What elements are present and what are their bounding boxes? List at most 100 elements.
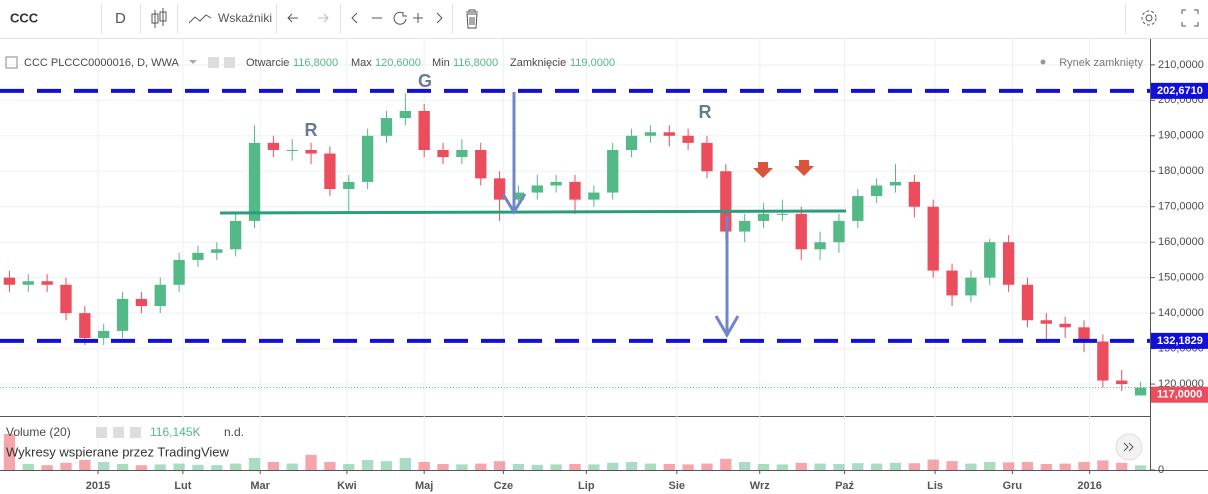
volume-bar [607, 462, 619, 470]
volume-legend: Volume (20) 116,145K n.d. Wykresy wspier… [6, 425, 1143, 461]
volume-bar [1097, 460, 1109, 470]
candle-body [625, 135, 638, 150]
zoom-in-button[interactable] [413, 13, 423, 23]
delete-button[interactable] [466, 9, 478, 29]
candle-body [380, 118, 393, 136]
volume-bar [663, 464, 675, 470]
candle-body [682, 135, 694, 143]
legend-icon[interactable] [208, 57, 219, 68]
scroll-button[interactable] [1115, 433, 1143, 461]
legend-value: 120,6000 [375, 57, 421, 69]
legend-label: Otwarcie [246, 57, 289, 69]
legend-value: 116,8000 [453, 57, 498, 69]
volume-bar [248, 458, 261, 470]
volume-bar [1002, 462, 1015, 470]
volume-bar [41, 465, 53, 470]
candle-body [531, 185, 543, 193]
symbol[interactable]: CCC [10, 10, 39, 25]
candle-body [1134, 387, 1147, 396]
candle-body [192, 252, 204, 260]
volume-bar [475, 463, 487, 470]
indicators-button[interactable]: Wskaźniki [218, 11, 272, 25]
volume-bar [418, 462, 430, 470]
y-tick-label: 180,0000 [1158, 165, 1204, 177]
trend-line [219, 209, 847, 215]
candle-body [833, 220, 845, 243]
candle-body [663, 132, 675, 136]
volume-bar [154, 464, 166, 470]
volume-bar [1021, 462, 1034, 470]
volume-bar [625, 462, 638, 470]
volume-bar [192, 464, 204, 470]
volume-bar [908, 463, 920, 470]
candle-body [343, 181, 355, 190]
legend-icon[interactable] [130, 427, 141, 438]
volume-bar [701, 463, 713, 470]
annotation: R [699, 102, 712, 122]
axes: 120,0000130,0000140,0000150,0000160,0000… [86, 59, 1208, 492]
candle-body [739, 220, 751, 232]
candle-body [286, 149, 298, 151]
candle-body [720, 171, 732, 232]
candle-body [230, 220, 242, 250]
candle-body [456, 149, 468, 158]
legend-icon[interactable] [224, 57, 235, 68]
volume-bar [230, 463, 242, 470]
legend-icon[interactable] [96, 427, 107, 438]
indicators-icon[interactable] [188, 14, 212, 24]
redo-button[interactable] [318, 13, 329, 23]
chart-style-button[interactable] [151, 8, 167, 28]
candle-body [889, 181, 902, 186]
arrow-down [501, 92, 527, 215]
volume-bar [569, 464, 581, 470]
candle-body [324, 153, 336, 190]
legend-label: Max [351, 57, 372, 69]
y-tick-label: 150,0000 [1158, 272, 1204, 284]
dropdown[interactable] [189, 60, 197, 64]
volume-bar [644, 463, 657, 470]
candle-body [1021, 284, 1034, 321]
x-tick-label: Lut [174, 480, 191, 492]
volume-bar [795, 462, 807, 470]
scroll-left-button[interactable] [351, 12, 358, 24]
status-dot [1040, 59, 1046, 65]
fullscreen-button[interactable] [1181, 9, 1199, 27]
credit: Wykresy wspierane przez TradingView [6, 444, 230, 459]
candle-body [588, 192, 600, 200]
volume-bar [870, 463, 883, 470]
volume-bar [550, 464, 562, 470]
volume-bar [965, 463, 977, 470]
interval[interactable]: D [115, 10, 126, 27]
candle-body [1097, 341, 1109, 381]
candle-body [475, 149, 487, 179]
x-tick-label: Maj [415, 480, 433, 492]
volume-bar [927, 459, 939, 470]
candle-body [1078, 327, 1090, 342]
volume-bar [531, 464, 543, 470]
volume-bar [3, 434, 16, 470]
volume-bar [984, 462, 996, 470]
candle-body [1116, 380, 1128, 385]
settings-button[interactable] [1141, 10, 1157, 26]
candle-body [795, 213, 807, 250]
volume-bar [833, 464, 845, 470]
candle-body [512, 192, 525, 200]
reset-button[interactable] [393, 11, 407, 25]
volume-bar [720, 458, 732, 470]
legend-icon[interactable] [113, 427, 124, 438]
candle-body [211, 249, 223, 253]
x-tick-label: Lip [578, 480, 595, 492]
collapse-button[interactable] [5, 56, 18, 69]
toolbar: CCC D Wskaźniki [0, 4, 1208, 39]
red-arrow [753, 162, 773, 178]
volume-bar [324, 462, 336, 470]
candle-body [361, 135, 374, 182]
price-tag [1151, 82, 1208, 99]
scroll-right-button[interactable] [436, 12, 443, 24]
y-tick-label: 210,0000 [1158, 59, 1204, 71]
undo-button[interactable] [287, 13, 298, 23]
legend-value: 116,8000 [293, 57, 338, 69]
last-price-tag [1151, 386, 1208, 403]
volume-bar [399, 458, 411, 470]
settings-icon [1145, 14, 1153, 22]
